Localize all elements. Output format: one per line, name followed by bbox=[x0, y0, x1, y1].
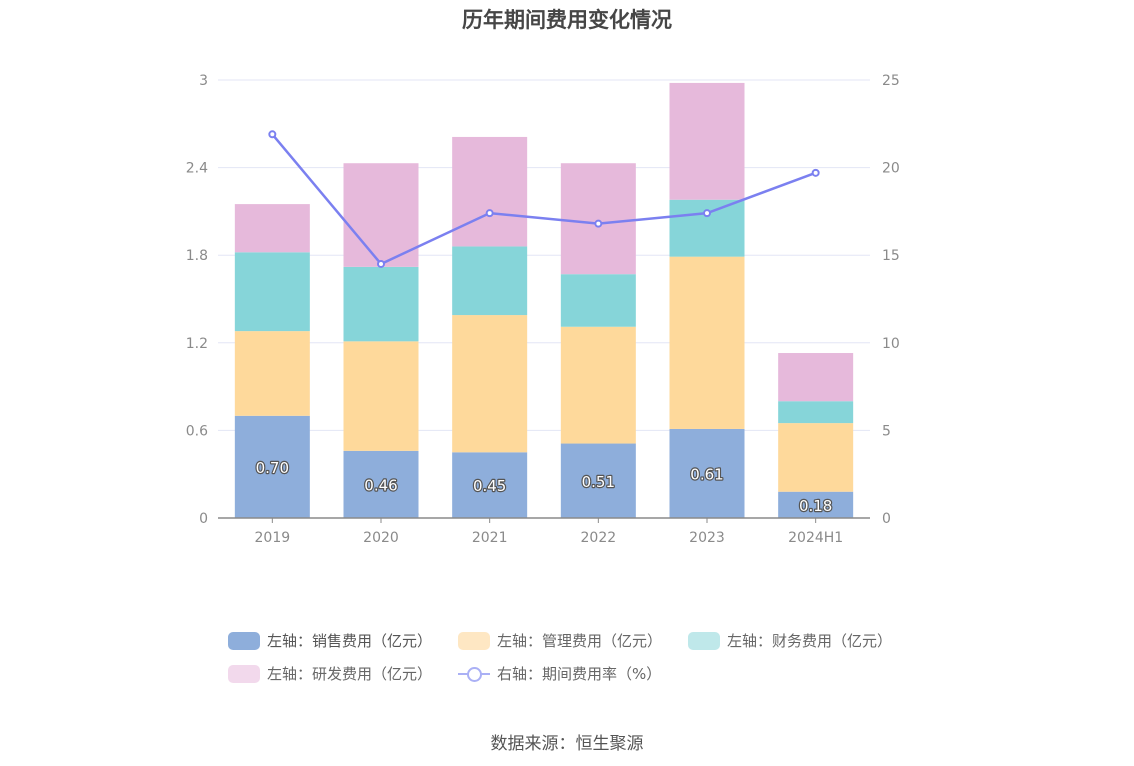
bar-rd bbox=[343, 163, 419, 267]
bar-admin bbox=[343, 341, 419, 451]
bar-sales bbox=[234, 415, 310, 518]
y-right-tick-label: 20 bbox=[882, 161, 900, 177]
x-tick-label: 2024H1 bbox=[788, 530, 843, 546]
rate-point bbox=[703, 209, 711, 218]
legend-item-finance[interactable]: 左轴：财务费用（亿元） bbox=[688, 630, 892, 651]
y-right-tick-label: 15 bbox=[882, 248, 900, 264]
legend-swatch-rd bbox=[228, 664, 260, 683]
bar-sales bbox=[560, 443, 636, 518]
legend-label-rate: 右轴：期间费用率（%） bbox=[497, 665, 662, 683]
x-tick-label: 2021 bbox=[472, 530, 508, 546]
legend-label-finance: 左轴：财务费用（亿元） bbox=[727, 632, 893, 650]
y-left-tick-label: 1.2 bbox=[186, 336, 208, 352]
bar-layer bbox=[234, 82, 854, 518]
bar-admin bbox=[778, 423, 854, 492]
bar-admin bbox=[452, 315, 528, 453]
legend-label-rd: 左轴：研发费用（亿元） bbox=[267, 665, 433, 683]
bar-finance bbox=[234, 252, 310, 332]
rate-point bbox=[485, 209, 494, 218]
rate-point bbox=[594, 219, 603, 228]
bar-finance bbox=[343, 266, 419, 342]
bar-finance bbox=[778, 401, 854, 424]
x-tick-label: 2019 bbox=[255, 530, 291, 546]
chart-title: 历年期间费用变化情况 bbox=[462, 8, 672, 32]
y-right-tick-label: 10 bbox=[882, 336, 900, 352]
bar-finance bbox=[560, 274, 636, 327]
x-tick-label: 2023 bbox=[689, 530, 725, 546]
axis-layer: 0 0.6 1.2 1.8 2.4 3 0 5 10 15 20 25 2019 2020 2021 2022… bbox=[186, 73, 900, 546]
legend-swatch-sales bbox=[228, 631, 260, 650]
bar-sales bbox=[778, 491, 854, 518]
legend-label-sales: 左轴：销售费用（亿元） bbox=[267, 632, 433, 650]
legend-item-admin[interactable]: 左轴：管理费用（亿元） bbox=[458, 630, 662, 651]
legend-label-admin: 左轴：管理费用（亿元） bbox=[497, 632, 663, 650]
bar-admin bbox=[669, 256, 745, 429]
y-right-tick-label: 0 bbox=[882, 511, 891, 527]
y-left-tick-label: 0.6 bbox=[186, 423, 208, 439]
rate-line bbox=[271, 133, 817, 266]
line-layer bbox=[268, 130, 820, 268]
x-tick-label: 2022 bbox=[581, 530, 617, 546]
data-label-sales: 0.18 bbox=[799, 497, 832, 515]
y-left-tick-label: 1.8 bbox=[186, 248, 208, 264]
bar-finance bbox=[669, 199, 745, 257]
bar-rd bbox=[234, 204, 310, 253]
bar-sales bbox=[343, 450, 419, 518]
bar-finance bbox=[452, 246, 528, 316]
bar-sales bbox=[452, 452, 528, 518]
bar-rd bbox=[560, 163, 636, 275]
bar-admin bbox=[234, 331, 310, 416]
legend-swatch-admin bbox=[458, 631, 490, 650]
y-left-tick-label: 2.4 bbox=[186, 161, 208, 177]
bar-rd bbox=[452, 136, 528, 247]
data-label-sales: 0.46 bbox=[364, 476, 397, 494]
bar-rd bbox=[669, 82, 745, 200]
rate-point bbox=[811, 168, 820, 177]
label-layer: 0.70 0.46 0.45 0.51 0.61 0.18 bbox=[254, 458, 833, 516]
data-label-sales: 0.70 bbox=[256, 459, 289, 477]
legend-swatch-rate bbox=[458, 665, 490, 683]
legend-swatch-finance bbox=[688, 631, 720, 650]
x-tick-label: 2020 bbox=[363, 530, 399, 546]
rate-point bbox=[268, 130, 277, 139]
legend-item-rd[interactable]: 左轴：研发费用（亿元） bbox=[228, 663, 432, 684]
source-note: 数据来源：恒生聚源 bbox=[490, 734, 644, 754]
rate-point bbox=[377, 259, 385, 268]
legend-item-sales[interactable]: 左轴：销售费用（亿元） bbox=[228, 630, 432, 651]
y-left-tick-label: 0 bbox=[199, 511, 208, 527]
data-label-sales: 0.61 bbox=[690, 465, 723, 483]
bar-sales bbox=[669, 428, 745, 518]
y-left-tick-label: 3 bbox=[199, 73, 208, 89]
y-right-tick-label: 25 bbox=[882, 73, 900, 89]
legend-item-rate[interactable]: 右轴：期间费用率（%） bbox=[458, 663, 661, 684]
y-right-tick-label: 5 bbox=[882, 423, 891, 439]
bar-admin bbox=[560, 326, 636, 444]
data-label-sales: 0.45 bbox=[473, 477, 506, 495]
data-label-sales: 0.51 bbox=[582, 473, 615, 491]
grid-layer bbox=[218, 79, 870, 431]
bar-rd bbox=[778, 353, 854, 402]
